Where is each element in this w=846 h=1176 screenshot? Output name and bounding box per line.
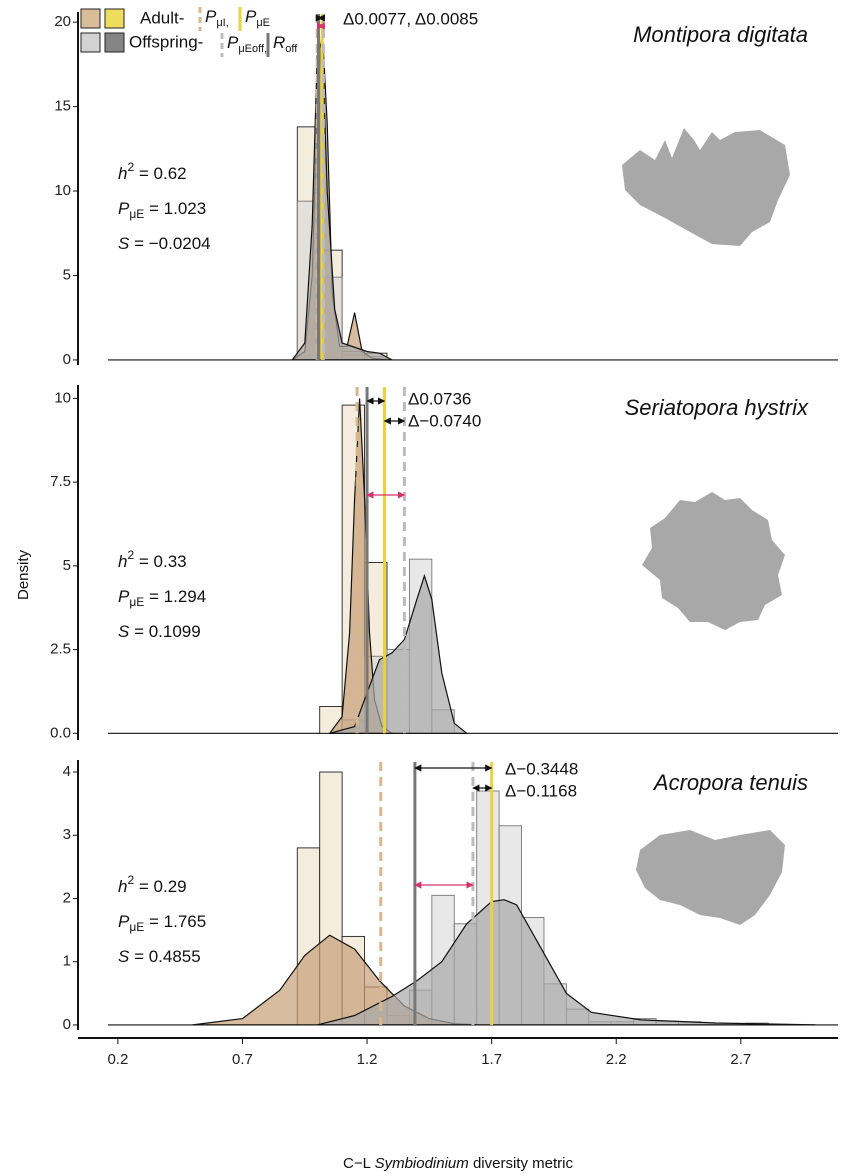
- legend-sub: μEoff,: [238, 43, 267, 55]
- legend-line-label: PμEoff,: [227, 33, 267, 54]
- delta-label: Δ0.0736: [408, 389, 471, 408]
- stat-sup: 2: [127, 873, 134, 887]
- stat-symbol: S: [118, 234, 130, 253]
- stat-line: PμE = 1.294: [118, 587, 206, 609]
- legend-sub: μE: [256, 17, 270, 29]
- legend-swatch: [104, 8, 125, 29]
- x-tick-label: 0.2: [107, 1051, 128, 1068]
- coral-montipora: [622, 128, 790, 246]
- stat-value: = −0.0204: [129, 234, 210, 253]
- y-tick-label: 5: [63, 266, 71, 283]
- panel-title: Seriatopora hystrix: [625, 395, 809, 420]
- x-axis-label-part: Symbiodinium: [375, 1155, 469, 1172]
- x-axis-label-part: diversity metric: [469, 1155, 574, 1172]
- stat-value: = 1.023: [144, 199, 206, 218]
- legend-symbol: P: [227, 33, 239, 52]
- y-tick-label: 3: [63, 826, 71, 843]
- legend-line-label: PμE: [245, 7, 270, 28]
- legend-label: Adult-: [140, 8, 184, 27]
- stat-value: = 0.4855: [129, 947, 200, 966]
- stat-symbol: P: [118, 199, 130, 218]
- y-tick-label: 10: [54, 182, 71, 199]
- panel-title: Acropora tenuis: [652, 770, 808, 795]
- stat-line: PμE = 1.765: [118, 912, 206, 934]
- delta-label: Δ0.0077, Δ0.0085: [343, 9, 478, 28]
- x-tick-label: 2.2: [606, 1051, 627, 1068]
- y-tick-label: 15: [54, 98, 71, 115]
- coral-silhouettes: [622, 128, 790, 925]
- stat-symbol: h: [118, 877, 127, 896]
- legend-swatch: [80, 8, 101, 29]
- legend-swatch: [104, 32, 125, 53]
- delta-label: Δ−0.3448: [505, 759, 578, 778]
- legend-symbol: P: [245, 7, 257, 26]
- delta-label: Δ−0.1168: [505, 781, 577, 800]
- x-tick-label: 1.2: [357, 1051, 378, 1068]
- y-tick-label: 4: [63, 763, 71, 780]
- stat-line: h2 = 0.62: [118, 160, 187, 183]
- stat-line: S = 0.4855: [118, 947, 201, 966]
- stat-symbol: S: [118, 622, 130, 641]
- stat-sub: μE: [129, 920, 144, 934]
- stat-symbol: P: [118, 587, 130, 606]
- stat-sub: μE: [129, 207, 144, 221]
- stat-sup: 2: [127, 160, 134, 174]
- coral-acropora: [636, 830, 785, 925]
- stat-line: PμE = 1.023: [118, 199, 206, 221]
- stat-line: h2 = 0.29: [118, 873, 187, 896]
- density-curve: [317, 899, 816, 1026]
- y-tick-label: 0: [63, 1016, 71, 1033]
- legend-label: Offspring-: [129, 32, 203, 51]
- y-tick-label: 2: [63, 889, 71, 906]
- x-tick-label: 2.7: [730, 1051, 751, 1068]
- coral-seriatopora: [642, 492, 785, 630]
- y-tick-label: 2.5: [50, 641, 71, 658]
- delta-label: Δ−0.0740: [408, 411, 481, 430]
- y-tick-label: 0: [63, 351, 71, 368]
- x-axis-label-part: C−L: [343, 1155, 375, 1172]
- legend-line-label: PμI,: [205, 7, 229, 28]
- stat-sub: μE: [129, 595, 144, 609]
- y-tick-label: 7.5: [50, 473, 71, 490]
- legend-symbol: R: [273, 33, 285, 52]
- legend-line-label: Roff: [273, 33, 298, 54]
- stat-symbol: P: [118, 912, 130, 931]
- stat-value: = 1.765: [144, 912, 206, 931]
- y-tick-label: 5: [63, 557, 71, 574]
- stat-value: = 1.294: [144, 587, 206, 606]
- stat-value: = 0.62: [134, 164, 186, 183]
- y-tick-label: 1: [63, 953, 71, 970]
- stat-line: S = −0.0204: [118, 234, 211, 253]
- y-tick-label: 20: [54, 13, 71, 30]
- stat-symbol: S: [118, 947, 130, 966]
- y-axis-label: Density: [15, 549, 32, 600]
- legend-swatch: [80, 32, 101, 53]
- stat-symbol: h: [118, 552, 127, 571]
- x-tick-label: 0.7: [232, 1051, 253, 1068]
- stat-sup: 2: [127, 548, 134, 562]
- stat-symbol: h: [118, 164, 127, 183]
- stat-value: = 0.1099: [129, 622, 200, 641]
- x-tick-label: 1.7: [481, 1051, 502, 1068]
- legend-symbol: P: [205, 7, 217, 26]
- stat-value: = 0.33: [134, 552, 186, 571]
- y-tick-label: 0.0: [50, 724, 71, 741]
- legend-sub: μI,: [216, 17, 228, 29]
- stat-value: = 0.29: [134, 877, 186, 896]
- stat-line: S = 0.1099: [118, 622, 201, 641]
- y-tick-label: 10: [54, 389, 71, 406]
- legend-sub: off: [285, 43, 298, 55]
- x-axis-label: C−L Symbiodinium diversity metric: [343, 1155, 573, 1172]
- panel-title: Montipora digitata: [633, 22, 808, 47]
- stat-line: h2 = 0.33: [118, 548, 187, 571]
